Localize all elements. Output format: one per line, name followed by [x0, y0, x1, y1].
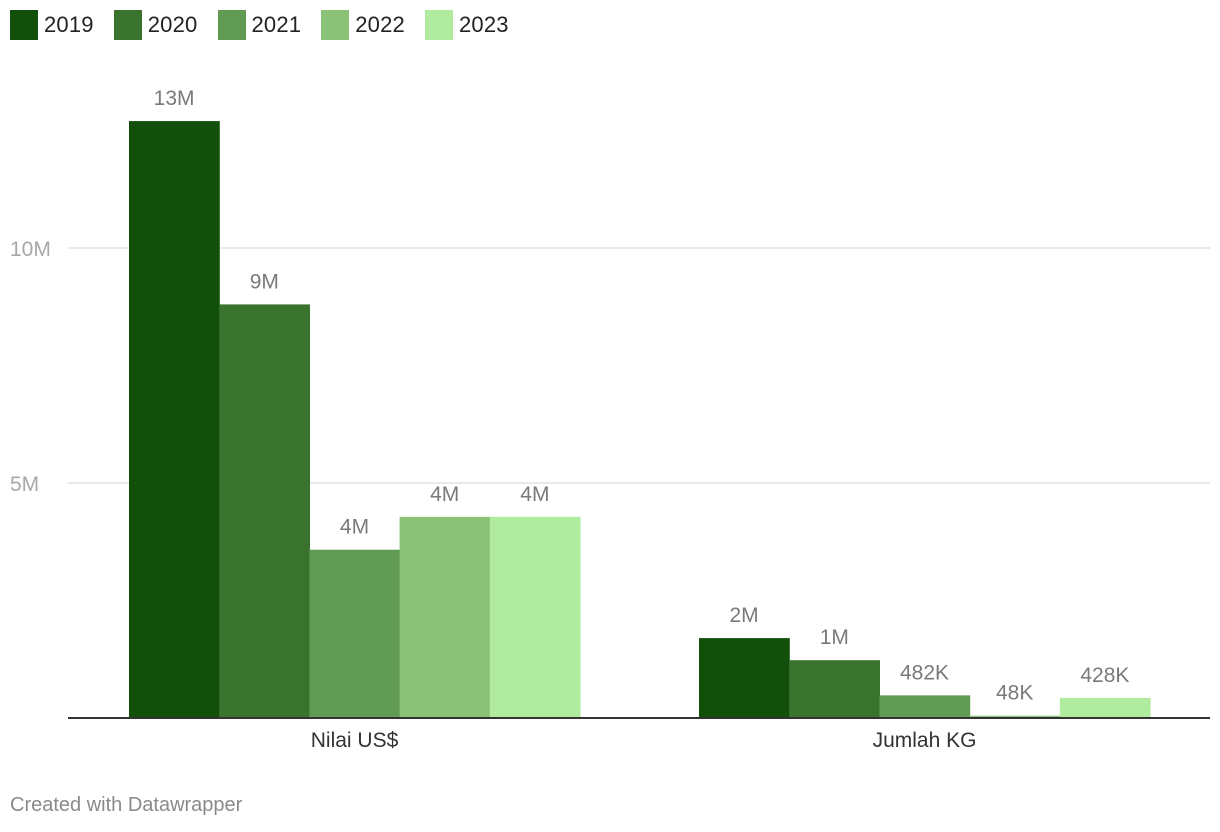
- legend-item-2019: 2019: [10, 10, 94, 40]
- bar-value-label: 9M: [250, 270, 279, 293]
- bar-value-label: 482K: [900, 661, 949, 684]
- footer-credit: Created with Datawrapper: [10, 794, 243, 816]
- bar-value-label: 1M: [820, 626, 849, 649]
- legend-label: 2023: [459, 12, 509, 37]
- legend-swatch: [425, 10, 453, 40]
- legend-swatch: [217, 10, 246, 40]
- legend-swatch: [321, 10, 350, 40]
- x-category-label: Nilai US$: [311, 729, 399, 752]
- y-tick-label: 5M: [10, 473, 39, 496]
- legend-label: 2020: [147, 12, 198, 37]
- bar-2021-jumlah: [879, 695, 971, 718]
- bar-value-label: 428K: [1080, 664, 1129, 687]
- bar-value-label: 4M: [520, 483, 549, 506]
- bar-2019-jumlah: [699, 638, 790, 718]
- bar-value-label: 4M: [340, 516, 369, 539]
- bar-value-label: 2M: [730, 604, 759, 627]
- bar-2022-nilai: [399, 516, 491, 718]
- legend-item-2020: 2020: [113, 10, 198, 40]
- bar-value-label: 13M: [154, 87, 195, 110]
- bar-2019-nilai: [129, 121, 220, 719]
- y-tick-label: 10M: [10, 238, 51, 261]
- bar-value-label: 48K: [996, 682, 1033, 705]
- legend-swatch: [10, 10, 38, 40]
- bar-2021-nilai: [309, 549, 401, 718]
- legend-item-2022: 2022: [321, 10, 405, 40]
- bar-value-label: 4M: [430, 483, 459, 506]
- legend-swatch: [113, 10, 142, 40]
- legend-label: 2019: [44, 12, 94, 37]
- legend-label: 2022: [355, 12, 405, 37]
- bar-2022-jumlah: [969, 715, 1061, 718]
- bar-2023-jumlah: [1059, 697, 1151, 718]
- legend-label: 2021: [251, 12, 302, 37]
- bar-2023-nilai: [489, 516, 581, 718]
- x-category-label: Jumlah KG: [873, 729, 977, 752]
- bar-2020-jumlah: [789, 660, 880, 718]
- legend-item-2023: 2023: [425, 10, 509, 40]
- chart-legend: 2019 2020 2021 2022 2023: [10, 10, 529, 40]
- bar-2020-nilai: [219, 304, 310, 718]
- legend-item-2021: 2021: [217, 10, 302, 40]
